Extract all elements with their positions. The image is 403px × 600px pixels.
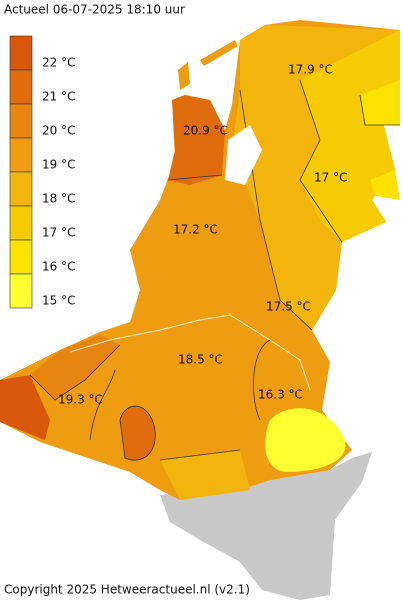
temp-label: 20.9 °C — [183, 124, 228, 138]
zone-21 — [168, 95, 225, 185]
lake — [225, 125, 262, 185]
isolines — [29, 79, 400, 461]
temp-label: 16.3 °C — [258, 388, 303, 402]
legend-swatch — [9, 205, 33, 241]
islands — [178, 40, 238, 90]
legend-label: 21 °C — [42, 90, 75, 104]
legend-swatch — [9, 69, 33, 105]
legend: 22 °C 21 °C 20 °C 19 °C 18 °C 17 °C 16 °C 15 °C — [9, 35, 75, 309]
border-line — [69, 314, 311, 391]
legend-swatch — [9, 171, 33, 207]
map-title: Actueel 06-07-2025 18:10 uur — [4, 3, 185, 17]
temp-label: 17.5 °C — [266, 300, 311, 314]
zone-20 — [30, 335, 120, 400]
copyright: Copyright 2025 Hetweeractueel.nl (v2.1) — [4, 583, 250, 597]
legend-label: 19 °C — [42, 158, 75, 172]
legend-swatch — [9, 35, 33, 71]
legend-label: 18 °C — [42, 192, 75, 206]
zone-22 — [0, 375, 50, 440]
legend-label: 20 °C — [42, 124, 75, 138]
legend-swatch — [9, 103, 33, 139]
legend-label: 15 °C — [42, 294, 75, 308]
temp-label: 19.3 °C — [58, 393, 103, 407]
legend-label: 22 °C — [42, 56, 75, 70]
legend-label: 16 °C — [42, 260, 75, 274]
temp-label: 17.2 °C — [173, 223, 218, 237]
zone-16 — [360, 80, 400, 200]
legend-label: 17 °C — [42, 226, 75, 240]
zone-15 — [265, 408, 346, 472]
temp-label: 17.9 °C — [288, 63, 333, 77]
temp-label: 17 °C — [314, 171, 347, 185]
temp-label: 18.5 °C — [178, 353, 223, 367]
legend-swatch — [9, 273, 33, 309]
zone-21-south — [120, 406, 156, 461]
legend-swatch — [9, 137, 33, 173]
zone-18-south — [160, 450, 250, 500]
legend-swatch — [9, 239, 33, 275]
